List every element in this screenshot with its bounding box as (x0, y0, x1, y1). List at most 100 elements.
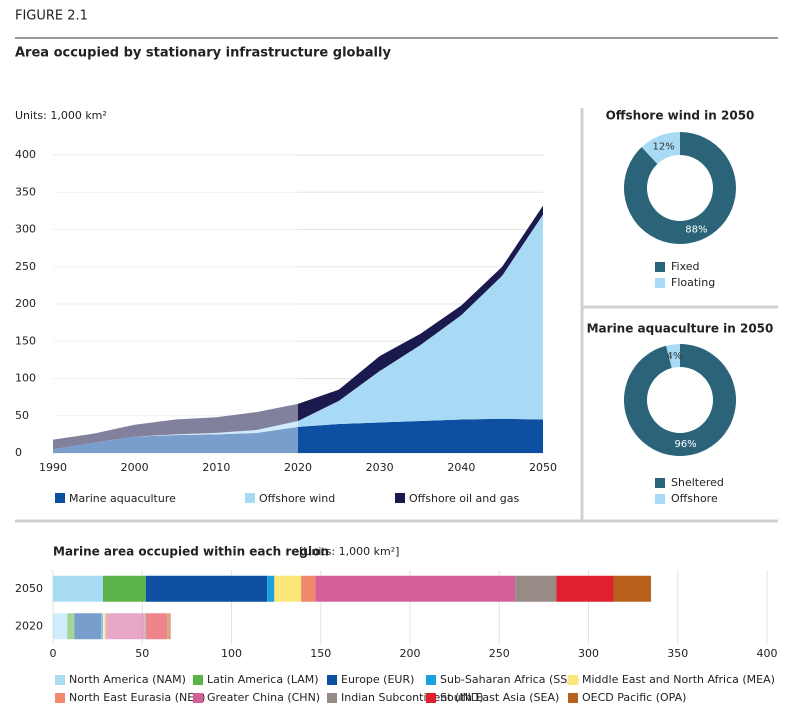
slice-label: 12% (653, 142, 675, 153)
bar-segment (267, 575, 275, 602)
bar-segment (144, 613, 146, 640)
y-tick-label: 250 (15, 260, 36, 273)
area-series (53, 418, 543, 453)
bar-segment (67, 613, 75, 640)
y-tick-label: 400 (15, 148, 36, 161)
legend-swatch (327, 693, 337, 703)
x-tick-label: 2020 (284, 461, 312, 474)
legend-swatch (426, 693, 436, 703)
slice-label: 96% (674, 439, 696, 450)
x-tick-label: 2040 (447, 461, 475, 474)
y-tick-label: 300 (15, 223, 36, 236)
legend-swatch (655, 278, 665, 288)
x-tick-label: 400 (757, 647, 778, 660)
legend-swatch (395, 493, 405, 503)
x-tick-label: 2010 (202, 461, 230, 474)
bar-segment (167, 613, 171, 640)
legend-label: North America (NAM) (69, 673, 186, 686)
y-tick-label: 0 (15, 446, 22, 459)
y-tick-label: 2050 (15, 582, 43, 595)
legend-label: Fixed (671, 260, 700, 273)
legend-label: North East Eurasia (NEE) (69, 691, 205, 704)
bar-segment (556, 575, 614, 602)
bar-segment (106, 613, 145, 640)
x-tick-label: 250 (489, 647, 510, 660)
bar-segment (145, 613, 168, 640)
x-tick-label: 2000 (121, 461, 149, 474)
area-series (53, 214, 543, 450)
bar-segment (613, 575, 651, 602)
x-tick-label: 50 (135, 647, 149, 660)
legend-label: Offshore wind (259, 492, 335, 505)
x-tick-label: 150 (310, 647, 331, 660)
bar-segment (74, 613, 102, 640)
legend-swatch (655, 494, 665, 504)
donut-slice (624, 132, 737, 244)
donut-title: Marine aquaculture in 2050 (587, 322, 774, 336)
x-tick-label: 2030 (366, 461, 394, 474)
legend-label: Sub-Saharan Africa (SSA) (440, 673, 579, 686)
x-tick-label: 2050 (529, 461, 557, 474)
x-tick-label: 1990 (39, 461, 67, 474)
legend-swatch (426, 675, 436, 685)
bar-subtitle: [Units: 1,000 km²] (299, 545, 399, 558)
y-tick-label: 350 (15, 185, 36, 198)
legend-label: Offshore oil and gas (409, 492, 519, 505)
figure-title: Area occupied by stationary infrastructu… (15, 46, 391, 61)
legend-swatch (193, 693, 203, 703)
legend-label: Marine aquaculture (69, 492, 176, 505)
legend-label: Sheltered (671, 476, 724, 489)
figure-number: FIGURE 2.1 (15, 9, 88, 24)
bar-segment (53, 613, 68, 640)
bar-segment (515, 575, 557, 602)
bar-segment (102, 613, 105, 640)
bar-segment (145, 575, 268, 602)
y-tick-label: 100 (15, 372, 36, 385)
legend-label: Latin America (LAM) (207, 673, 319, 686)
legend-label: Greater China (CHN) (207, 691, 320, 704)
legend-swatch (55, 675, 65, 685)
donut-slice (641, 132, 680, 164)
x-tick-label: 300 (578, 647, 599, 660)
legend-swatch (568, 675, 578, 685)
bar-segment (301, 575, 316, 602)
legend-label: Middle East and North Africa (MEA) (582, 673, 775, 686)
y-tick-label: 2020 (15, 619, 43, 632)
y-axis-label: Units: 1,000 km² (15, 109, 107, 122)
x-tick-label: 200 (400, 647, 421, 660)
x-tick-label: 350 (667, 647, 688, 660)
bar-segment (53, 575, 103, 602)
legend-swatch (568, 693, 578, 703)
legend-label: Europe (EUR) (341, 673, 414, 686)
legend-swatch (655, 478, 665, 488)
bar-segment (101, 613, 103, 640)
legend-swatch (327, 675, 337, 685)
x-tick-label: 0 (50, 647, 57, 660)
legend-swatch (55, 693, 65, 703)
legend-label: South East Asia (SEA) (440, 691, 559, 704)
y-tick-label: 150 (15, 334, 36, 347)
y-tick-label: 200 (15, 297, 36, 310)
donut-slice (623, 344, 736, 456)
donut-slice (666, 344, 680, 369)
x-tick-label: 100 (221, 647, 242, 660)
bar-segment (104, 613, 107, 640)
legend-label: OECD Pacific (OPA) (582, 691, 686, 704)
y-tick-label: 50 (15, 409, 29, 422)
bar-segment (102, 575, 146, 602)
legend-label: Floating (671, 276, 715, 289)
legend-swatch (245, 493, 255, 503)
bar-segment (274, 575, 302, 602)
legend-swatch (193, 675, 203, 685)
legend-label: Indian Subcontinent (IND) (341, 691, 484, 704)
bar-segment (315, 575, 516, 602)
bar-title: Marine area occupied within each region (53, 545, 329, 559)
donut-title: Offshore wind in 2050 (606, 109, 755, 123)
slice-label: 88% (685, 224, 707, 235)
legend-swatch (655, 262, 665, 272)
history-shade (53, 155, 298, 453)
legend-label: Offshore (671, 492, 718, 505)
slice-label: 4% (666, 351, 682, 362)
legend-swatch (55, 493, 65, 503)
